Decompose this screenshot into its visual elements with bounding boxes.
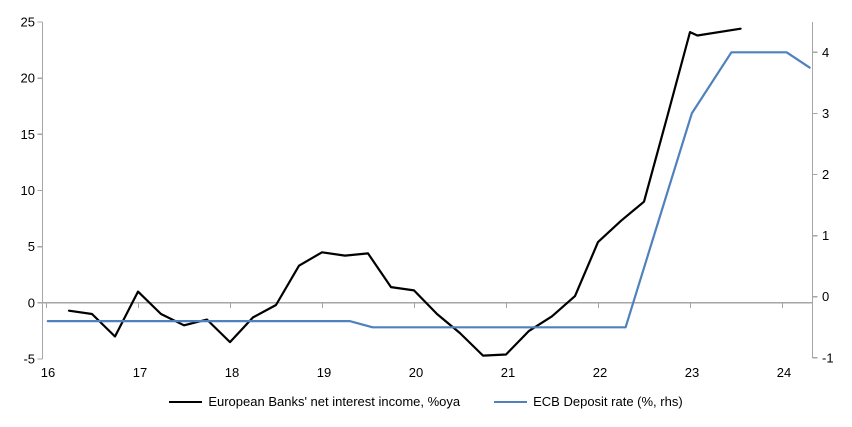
x-axis-tick-label: 20 (409, 365, 423, 380)
legend-item-nii: European Banks' net interest income, %oy… (169, 394, 460, 409)
right-y-axis-tick-label: 3 (822, 106, 829, 121)
ecb-legend-label: ECB Deposit rate (%, rhs) (533, 394, 683, 409)
left-y-axis-tick-label: 25 (21, 14, 35, 29)
x-axis-tick-label: 21 (501, 365, 515, 380)
left-y-axis-tick-label: 20 (21, 71, 35, 86)
left-y-axis-tick-label: -5 (23, 351, 35, 366)
right-y-axis-tick-label: 0 (822, 289, 829, 304)
x-axis-tick-label: 19 (317, 365, 331, 380)
x-axis-tick-label: 17 (133, 365, 147, 380)
right-y-axis-tick-label: 2 (822, 167, 829, 182)
x-axis-tick-label: 16 (41, 365, 55, 380)
right-y-axis-tick-label: -1 (822, 350, 834, 365)
right-y-axis-tick-label: 4 (822, 45, 829, 60)
left-y-axis-tick-label: 15 (21, 127, 35, 142)
left-y-axis-tick-label: 10 (21, 183, 35, 198)
x-axis-tick-label: 18 (225, 365, 239, 380)
x-axis-tick-label: 24 (777, 365, 791, 380)
ecb-line-swatch (494, 400, 528, 403)
left-y-axis-tick-label: 5 (28, 239, 35, 254)
legend-item-ecb: ECB Deposit rate (%, rhs) (494, 394, 683, 409)
nii-line (67, 27, 742, 357)
chart-legend: European Banks' net interest income, %oy… (0, 394, 852, 409)
x-axis-tick-label: 22 (593, 365, 607, 380)
left-y-axis-tick-label: 0 (28, 295, 35, 310)
ecb-deposit-rate-line (46, 51, 811, 329)
nii-line-swatch (169, 400, 203, 403)
right-y-axis-tick-label: 1 (822, 228, 829, 243)
nii-legend-label: European Banks' net interest income, %oy… (208, 394, 461, 409)
x-axis-tick-label: 23 (685, 365, 699, 380)
